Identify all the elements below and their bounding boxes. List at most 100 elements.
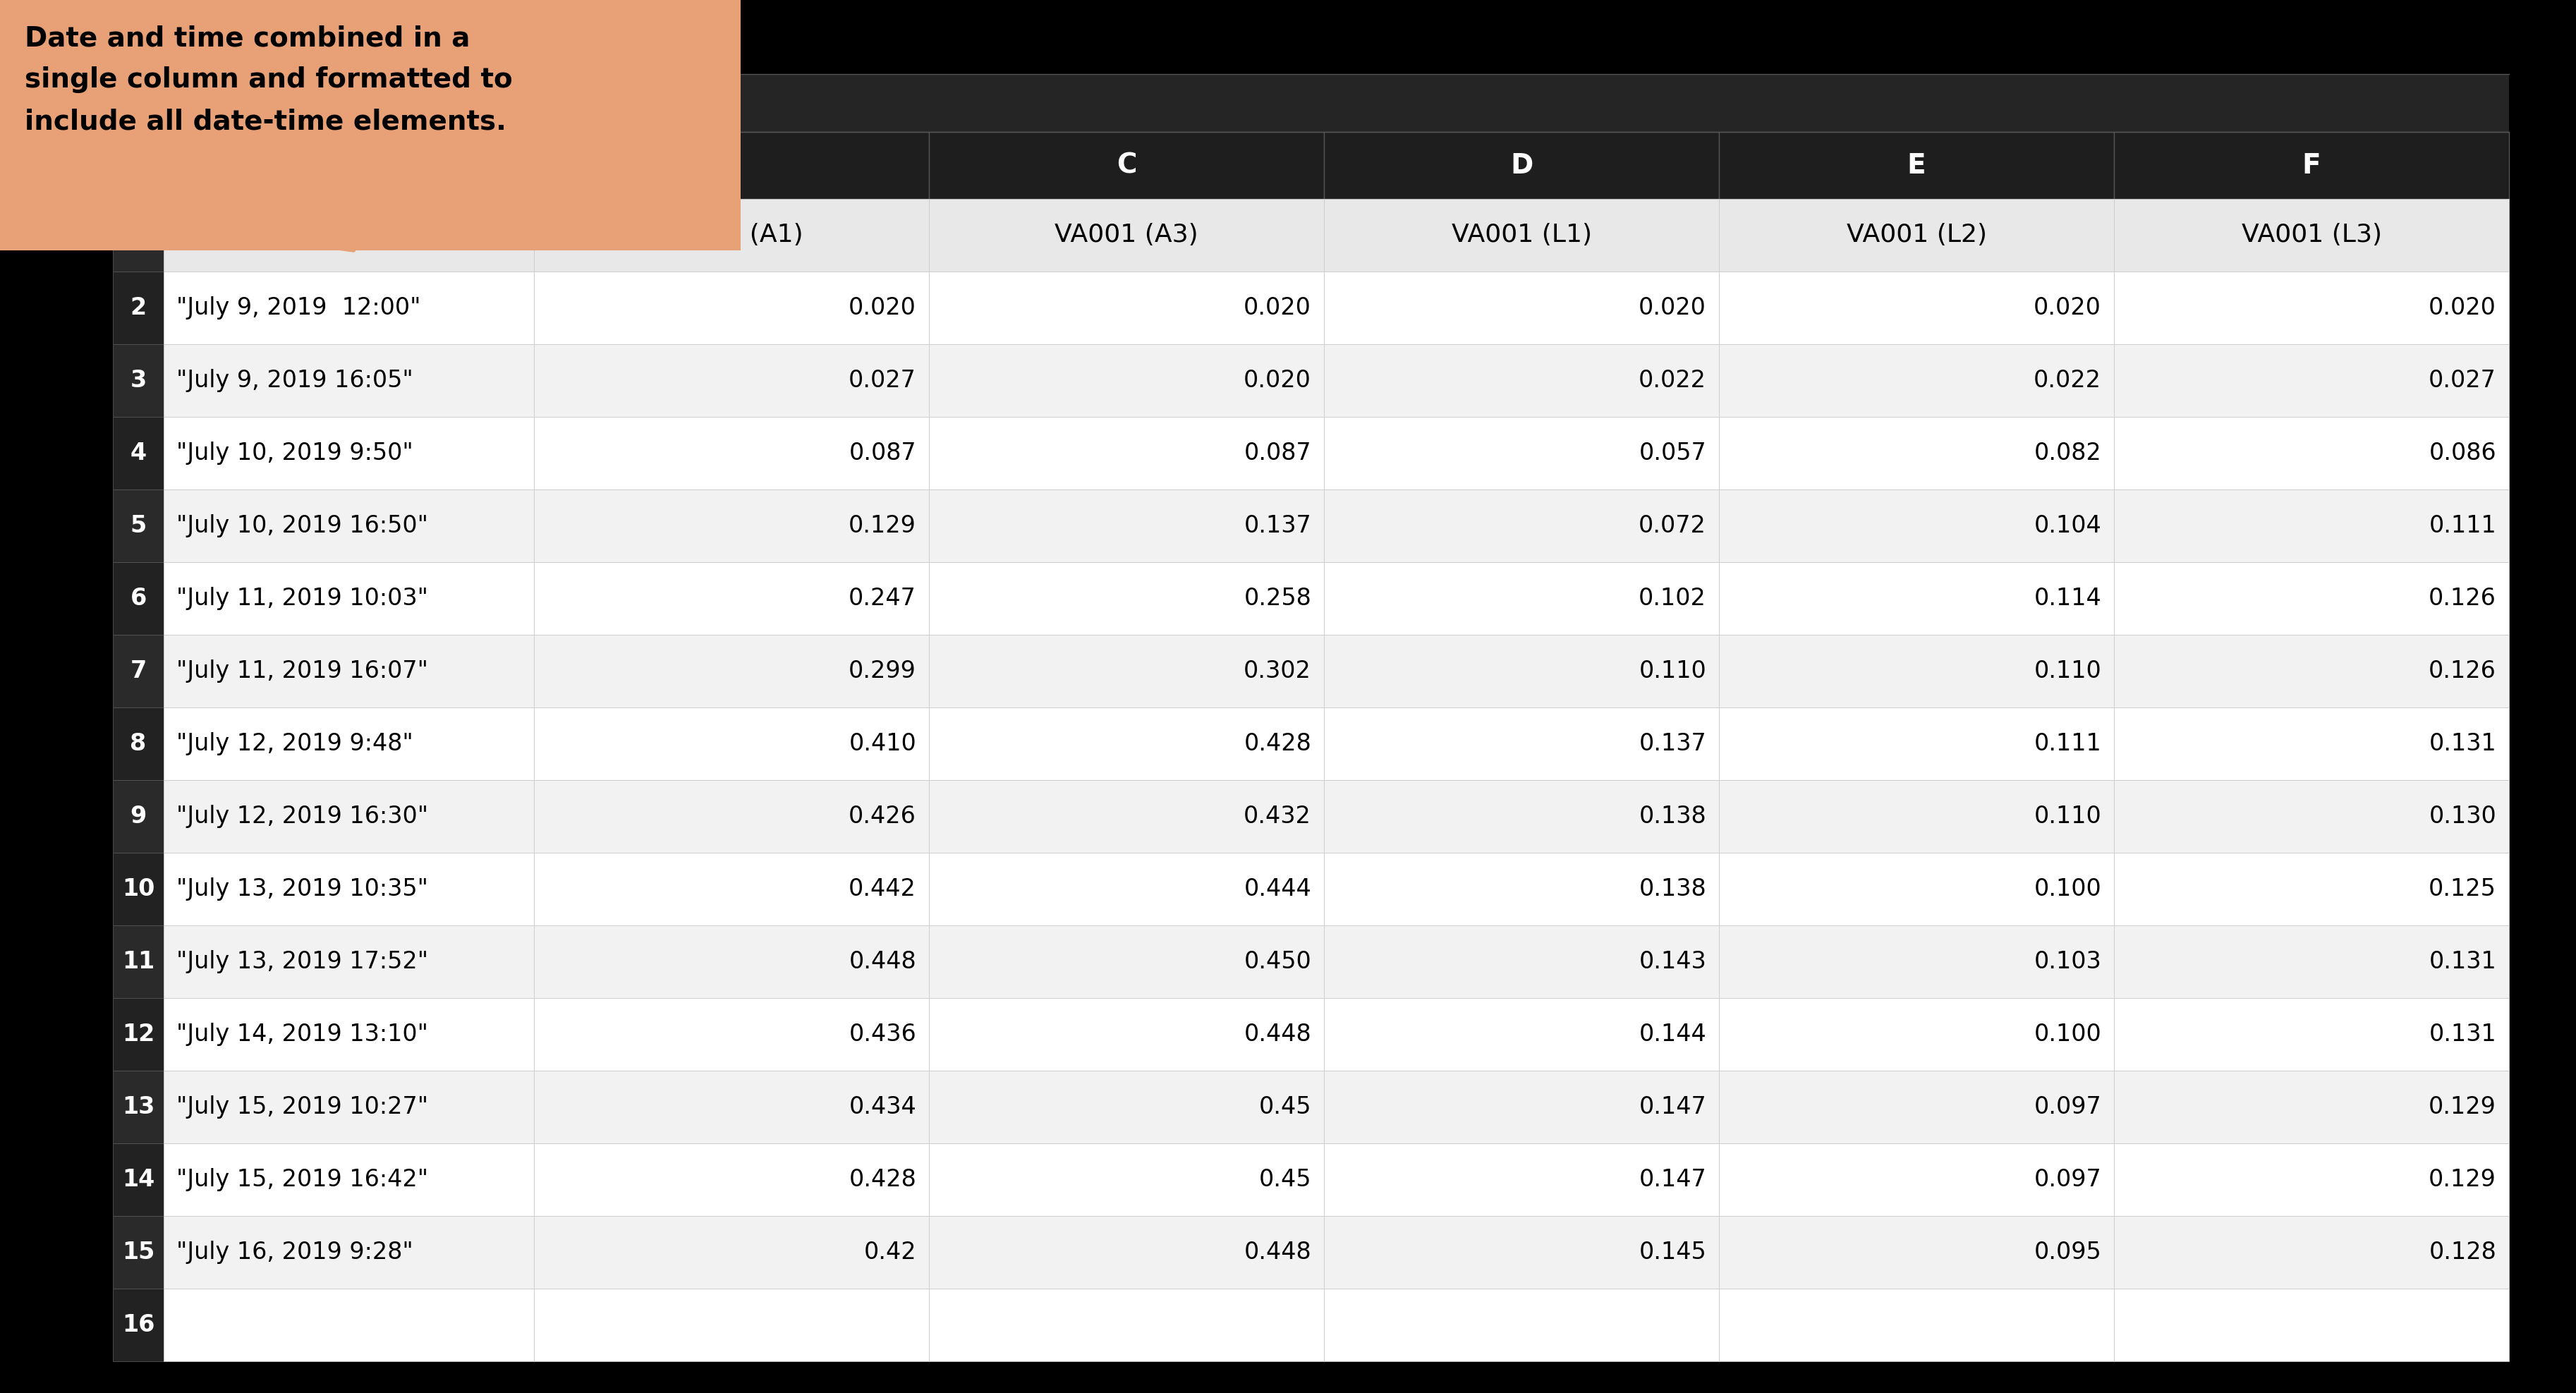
Text: 3: 3 [129,369,147,393]
Text: 0.020: 0.020 [848,297,917,319]
Bar [1324,199,1718,272]
Text: 0.434: 0.434 [848,1095,917,1119]
Text: "July 14, 2019 13:10": "July 14, 2019 13:10" [175,1022,428,1046]
Text: 0.110: 0.110 [1638,659,1705,683]
Text: 0.022: 0.022 [1638,369,1705,393]
Text: 0.126: 0.126 [2429,659,2496,683]
Text: 2: 2 [131,297,147,319]
Bar [2115,635,2509,708]
Text: 0.448: 0.448 [1244,1022,1311,1046]
Text: 0.131: 0.131 [2429,733,2496,755]
Bar [1718,489,2115,563]
Bar [1324,997,1718,1071]
Text: 0.450: 0.450 [1244,950,1311,974]
Bar [1324,563,1718,635]
Text: 0.087: 0.087 [1244,442,1311,465]
Bar [165,708,533,780]
Bar [2115,1289,2509,1361]
Text: 9: 9 [129,805,147,827]
Bar [1718,1289,2115,1361]
Bar [113,1289,165,1361]
Text: A: A [337,152,361,178]
Bar [165,1216,533,1289]
Text: 5: 5 [129,514,147,538]
Bar [930,635,1324,708]
Bar [533,925,930,997]
Text: 0.426: 0.426 [848,805,917,827]
Text: 0.444: 0.444 [1244,878,1311,901]
Text: "July 16, 2019 9:28": "July 16, 2019 9:28" [175,1241,412,1263]
Text: 0.082: 0.082 [2032,442,2102,465]
Bar [1718,272,2115,344]
Bar [113,853,165,925]
Bar [930,563,1324,635]
Text: 0.100: 0.100 [2032,878,2102,901]
Text: 0.143: 0.143 [1638,950,1705,974]
Bar [0,0,742,251]
Bar [1324,1144,1718,1216]
Bar [2115,417,2509,489]
Text: 0.104: 0.104 [2032,514,2102,538]
Bar [1324,417,1718,489]
Text: "July 10, 2019 16:50": "July 10, 2019 16:50" [175,514,428,538]
Bar [930,925,1324,997]
Bar [930,853,1324,925]
Polygon shape [116,137,160,195]
Bar [930,417,1324,489]
Bar [1324,780,1718,853]
Bar [2115,708,2509,780]
Bar [113,272,165,344]
Text: VA001 (A1): VA001 (A1) [659,223,804,247]
Text: VA001 (A3): VA001 (A3) [1054,223,1198,247]
Bar [1718,853,2115,925]
Bar [113,635,165,708]
Bar [930,272,1324,344]
Text: 0.020: 0.020 [1244,369,1311,393]
Bar [165,199,533,272]
Text: 0.114: 0.114 [2032,586,2102,610]
Bar [1324,853,1718,925]
Bar [1718,1071,2115,1144]
Text: 8: 8 [129,733,147,755]
Bar [930,997,1324,1071]
Text: "July 11, 2019 16:07": "July 11, 2019 16:07" [175,659,428,683]
Bar [165,853,533,925]
Bar [113,997,165,1071]
Text: 0.111: 0.111 [2032,733,2102,755]
Text: 0.027: 0.027 [2429,369,2496,393]
Text: "July 15, 2019 16:42": "July 15, 2019 16:42" [175,1167,428,1191]
Bar [113,132,165,199]
Bar [1324,925,1718,997]
Text: 0.020: 0.020 [1638,297,1705,319]
Text: 0.027: 0.027 [848,369,917,393]
Text: "July 10, 2019 9:50": "July 10, 2019 9:50" [175,442,412,465]
Text: 0.42: 0.42 [863,1241,917,1263]
Bar [2115,1071,2509,1144]
Text: 0.428: 0.428 [848,1167,917,1191]
Text: 0.45: 0.45 [1260,1095,1311,1119]
Text: 0.102: 0.102 [1638,586,1705,610]
Bar [165,997,533,1071]
Bar [533,417,930,489]
Text: D: D [1510,152,1533,178]
Bar [165,1289,533,1361]
Text: 0.110: 0.110 [2032,805,2102,827]
Text: 0.137: 0.137 [1244,514,1311,538]
Bar [930,199,1324,272]
Bar [533,1144,930,1216]
Text: 0.095: 0.095 [2032,1241,2102,1263]
Text: Date and time combined in a
single column and formatted to
include all date-time: Date and time combined in a single colum… [26,25,513,135]
Text: 0.258: 0.258 [1244,586,1311,610]
Text: 13: 13 [121,1095,155,1119]
Text: 7: 7 [129,659,147,683]
Text: F: F [2303,152,2321,178]
Text: 0.138: 0.138 [1638,805,1705,827]
Bar [533,635,930,708]
Bar [533,489,930,563]
Bar [2115,344,2509,417]
Bar [113,1071,165,1144]
Bar [1324,1289,1718,1361]
Bar [533,563,930,635]
Bar [533,199,930,272]
Bar [1718,925,2115,997]
